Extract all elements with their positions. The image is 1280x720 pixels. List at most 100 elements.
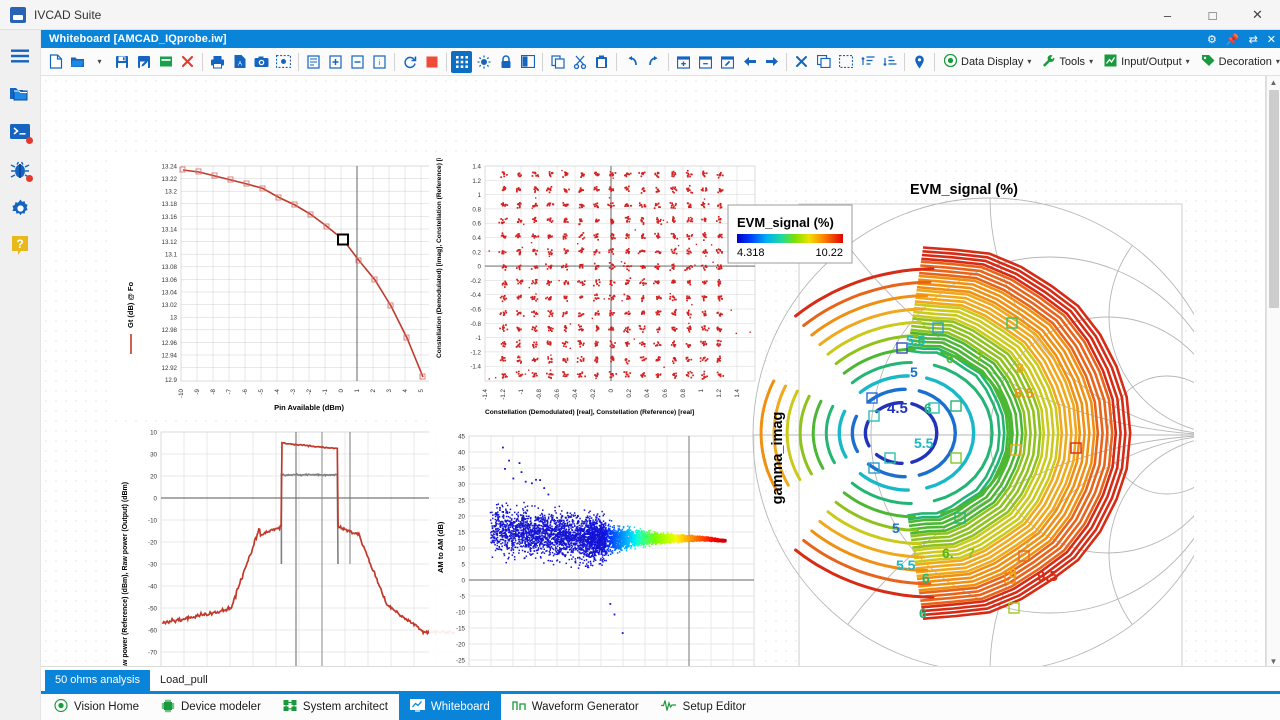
stop-icon[interactable] <box>421 51 442 73</box>
svg-text:30: 30 <box>150 452 157 459</box>
page-info-icon[interactable]: i <box>369 51 390 73</box>
scroll-up-arrow[interactable]: ▲ <box>1269 78 1278 87</box>
menu-label: Decoration <box>1218 55 1272 68</box>
menu-data-display[interactable]: Data Display ▾ <box>939 51 1036 73</box>
save-icon[interactable] <box>111 51 132 73</box>
prev-icon[interactable] <box>739 51 760 73</box>
scrollbar-thumb[interactable] <box>1268 90 1279 308</box>
svg-text:0.8: 0.8 <box>472 206 481 213</box>
screenshot-region-icon[interactable] <box>273 51 294 73</box>
bug-icon[interactable] <box>4 154 36 186</box>
help-icon[interactable]: ? <box>4 230 36 262</box>
print-icon[interactable] <box>207 51 228 73</box>
copy-icon[interactable] <box>547 51 568 73</box>
edit-event-icon[interactable] <box>717 51 738 73</box>
camera-icon[interactable] <box>251 51 272 73</box>
nav-label: System architect <box>302 701 388 713</box>
svg-text:13.18: 13.18 <box>162 201 178 208</box>
gain-markers <box>179 166 426 380</box>
paste-icon[interactable] <box>591 51 612 73</box>
save-as-icon[interactable] <box>133 51 154 73</box>
menu-input-output[interactable]: Input/Output ▾ <box>1099 51 1195 73</box>
add-page-icon[interactable] <box>325 51 346 73</box>
close-button[interactable]: ✕ <box>1252 7 1263 22</box>
svg-text:-0.2: -0.2 <box>470 278 481 285</box>
svg-text:1.4: 1.4 <box>472 164 481 171</box>
cut-icon[interactable] <box>569 51 590 73</box>
toolbar-separator <box>616 52 617 71</box>
redo-icon[interactable] <box>643 51 664 73</box>
menu-decoration[interactable]: Decoration ▾ <box>1196 51 1280 73</box>
close-x-icon[interactable] <box>791 51 812 73</box>
nav-label: Device modeler <box>181 701 261 713</box>
menu-icon[interactable] <box>4 40 36 72</box>
menu-tools[interactable]: Tools ▾ <box>1037 51 1098 73</box>
split-view-icon[interactable] <box>517 51 538 73</box>
archive-icon[interactable] <box>155 51 176 73</box>
gear-icon[interactable]: ⚙ <box>1206 33 1217 46</box>
export-pdf-icon[interactable]: A <box>229 51 250 73</box>
next-icon[interactable] <box>761 51 782 73</box>
svg-text:-70: -70 <box>148 650 158 657</box>
nav-device-modeler[interactable]: Device modeler <box>150 694 272 720</box>
nav-whiteboard[interactable]: Whiteboard <box>398 694 501 720</box>
chart-constellation[interactable]: 1.4 1.2 1 0.8 0.6 0.4 0.2 0 -0.2 -0.4 -0.6 -0.… <box>429 158 759 423</box>
doc-tab-50-ohms-analysis[interactable]: 50 ohms analysis <box>45 670 150 691</box>
add-event-icon[interactable] <box>673 51 694 73</box>
terminal-icon[interactable] <box>4 116 36 148</box>
gear-icon[interactable] <box>4 192 36 224</box>
whiteboard-icon <box>409 699 425 715</box>
chart-evm-load-pull[interactable]: EVM_signal (%) <box>724 158 1228 666</box>
delete-icon[interactable] <box>177 51 198 73</box>
svg-text:-30: -30 <box>148 562 158 569</box>
open-dropdown-caret[interactable]: ▾ <box>97 57 102 66</box>
evm-legend-min: 4.318 <box>737 247 765 259</box>
new-file-icon[interactable] <box>45 51 66 73</box>
duplicate-icon[interactable] <box>813 51 834 73</box>
svg-text:0.4: 0.4 <box>644 388 651 397</box>
nav-setup-editor[interactable]: Setup Editor <box>650 694 757 720</box>
doc-tab-load-pull[interactable]: Load_pull <box>160 674 208 686</box>
close-icon[interactable]: ✕ <box>1266 33 1276 46</box>
nav-system-architect[interactable]: System architect <box>272 694 399 720</box>
grid-icon[interactable] <box>451 50 472 73</box>
pin-icon[interactable]: 📌 <box>1225 33 1240 46</box>
lock-icon[interactable] <box>495 51 516 73</box>
svg-text:13: 13 <box>170 315 177 322</box>
svg-text:-50: -50 <box>148 606 158 613</box>
align-down-icon[interactable] <box>879 51 900 73</box>
svg-text:-1.4: -1.4 <box>470 364 481 371</box>
open-folder-icon[interactable] <box>67 51 88 73</box>
select-region-icon[interactable] <box>835 51 856 73</box>
nav-vision-home[interactable]: Vision Home <box>43 694 150 720</box>
document-strip-controls: ⚙ 📌 ⇄ ✕ <box>1207 30 1276 48</box>
minimize-button[interactable]: – <box>1163 7 1172 23</box>
svg-text:-1.2: -1.2 <box>470 349 481 356</box>
menu-label: Data Display <box>961 55 1024 68</box>
align-up-icon[interactable] <box>857 51 878 73</box>
remove-page-icon[interactable] <box>347 51 368 73</box>
undo-icon[interactable] <box>621 51 642 73</box>
data-display-icon <box>943 53 958 70</box>
page-setup-icon[interactable] <box>303 51 324 73</box>
remove-event-icon[interactable] <box>695 51 716 73</box>
gain-trace <box>182 169 424 378</box>
swap-icon[interactable]: ⇄ <box>1248 33 1258 46</box>
toolbar-separator <box>202 52 203 71</box>
folder-icon[interactable] <box>4 78 36 110</box>
waveform-icon <box>512 699 526 715</box>
svg-text:4: 4 <box>402 388 409 392</box>
canvas-scrollbar[interactable]: ▲ ▼ <box>1266 76 1280 666</box>
scroll-down-arrow[interactable]: ▼ <box>1269 657 1278 666</box>
whiteboard-canvas[interactable]: 13.24 13.22 13.2 13.18 13.16 13.14 13.12 13.… <box>41 76 1266 666</box>
marker-icon[interactable] <box>909 51 930 73</box>
toolbar-separator <box>904 52 905 71</box>
svg-text:A: A <box>237 62 241 68</box>
nav-waveform-generator[interactable]: Waveform Generator <box>501 694 650 720</box>
refresh-icon[interactable] <box>399 51 420 73</box>
brightness-icon[interactable] <box>473 51 494 73</box>
maximize-button[interactable]: □ <box>1208 7 1217 23</box>
